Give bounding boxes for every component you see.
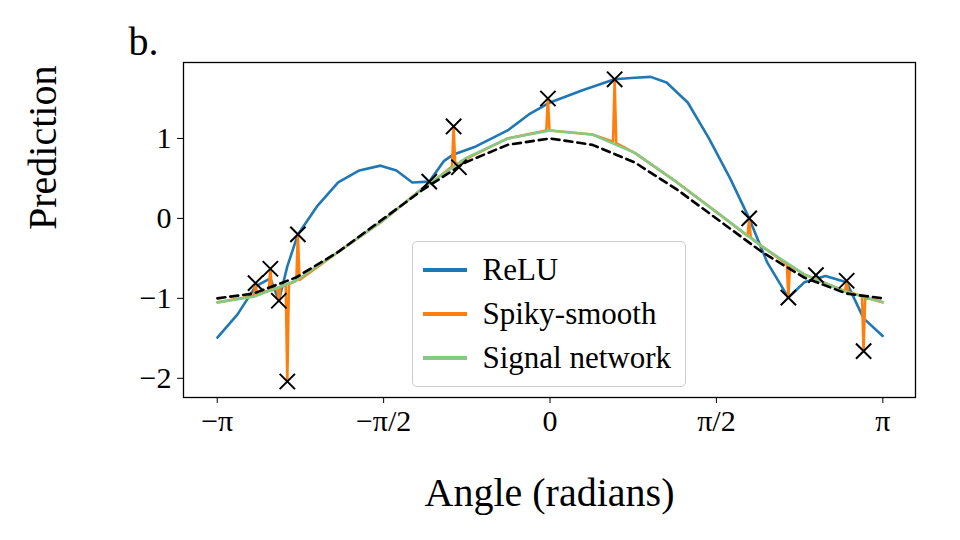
svg-text:1: 1 [157,121,172,154]
svg-text:−1: −1 [140,281,172,314]
html-text:ReLU: ReLU [482,252,559,287]
svg-text:Prediction: Prediction [20,66,65,230]
svg-text:−2: −2 [140,361,172,394]
svg-text:0: 0 [543,404,558,437]
html-text:Spiky-smooth: Spiky-smooth [482,296,657,331]
svg-text:b.: b. [129,19,159,64]
svg-text:π/2: π/2 [697,404,735,437]
svg-text:0: 0 [157,201,172,234]
svg-text:−π/2: −π/2 [356,404,411,437]
svg-text:−π: −π [201,404,233,437]
html-text:Signal network: Signal network [482,340,672,375]
svg-text:Angle (radians): Angle (radians) [425,470,675,515]
svg-text:π: π [875,404,890,437]
